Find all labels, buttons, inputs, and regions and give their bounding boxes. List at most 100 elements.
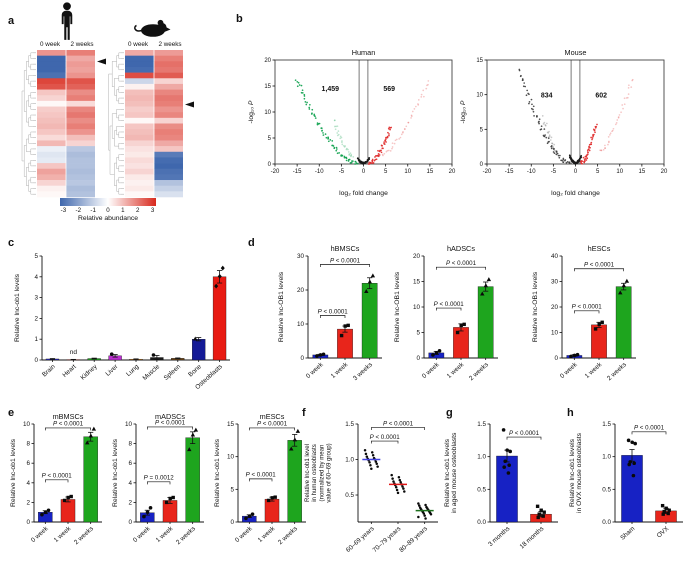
- svg-text:20: 20: [449, 169, 456, 175]
- svg-text:0: 0: [362, 169, 366, 175]
- colorbar-tick: -3: [60, 207, 67, 214]
- svg-text:P < 0.0001: P < 0.0001: [434, 301, 465, 308]
- svg-text:P < 0.0001: P < 0.0001: [446, 260, 477, 267]
- svg-text:Relative lnc-ob1 levels: Relative lnc-ob1 levels: [112, 438, 119, 507]
- svg-text:15: 15: [264, 84, 271, 90]
- svg-text:10: 10: [404, 169, 411, 175]
- svg-text:3 weeks: 3 weeks: [352, 361, 374, 382]
- dendrogram-mouse: [108, 52, 124, 195]
- svg-text:1 week: 1 week: [584, 361, 604, 380]
- svg-text:0: 0: [34, 357, 38, 364]
- c-tissues-svg: 0 1 2 3 4 5 Relative lnc-ob1 levels Brain Heart K…: [14, 253, 230, 391]
- svg-text:5: 5: [34, 253, 38, 260]
- svg-text:P = 0.0012: P = 0.0012: [144, 475, 175, 482]
- svg-text:15: 15: [639, 169, 646, 175]
- tissue-bar-chart: 0 1 2 3 4 5 Relative lnc-ob1 levels Brain Heart K…: [12, 244, 240, 410]
- svg-text:10: 10: [297, 321, 305, 328]
- chart-madscs: 0 2 4 6 8 10 Relative lnc-ob1 levels mADSCs 0 we…: [110, 410, 208, 568]
- chart-hbmscs: 0 10 20 30 Relative lnc-OB1 levels hBMSCs 0 we…: [276, 240, 388, 404]
- svg-text:log₂ fold change: log₂ fold change: [339, 190, 388, 197]
- svg-text:2: 2: [26, 499, 30, 506]
- mouse-icon: [134, 19, 171, 37]
- chart-hadscs: 0 5 10 15 20 Relative lnc-OB1 levels hADSCs 0 w…: [392, 240, 504, 404]
- e-mescs-svg: 0 5 10 15 Relative lnc-ob1 levels mESCs 0 week…: [214, 412, 306, 546]
- svg-text:hADSCs: hADSCs: [447, 244, 475, 253]
- svg-text:mESCs: mESCs: [260, 412, 285, 421]
- colorbar-label: Relative abundance: [77, 215, 139, 222]
- heatmap-human-column-labels: 0 week 2 weeks: [34, 41, 98, 48]
- svg-text:P < 0.0001: P < 0.0001: [572, 304, 603, 311]
- svg-text:1.0: 1.0: [477, 454, 486, 461]
- heatmap-human: [37, 50, 95, 198]
- svg-text:80–89 years: 80–89 years: [398, 525, 429, 554]
- svg-text:-5: -5: [339, 169, 345, 175]
- svg-text:-15: -15: [505, 169, 514, 175]
- row-marker-arrow-human: [97, 58, 106, 65]
- panel-d: d 0 10 20 30 Relative lnc-OB1 levels hBMSCs 0 …: [246, 238, 691, 406]
- svg-text:Sham: Sham: [619, 525, 636, 541]
- svg-text:20: 20: [264, 58, 271, 64]
- svg-text:1.0: 1.0: [345, 457, 354, 464]
- svg-text:Relative lnc-OB1 levels: Relative lnc-OB1 levels: [532, 271, 539, 342]
- panel-label-a: a: [8, 15, 15, 27]
- panel-e: e 0 2 4 6 8 10 Relative lnc-ob1 levels mBMSCs 0 …: [8, 408, 306, 568]
- svg-text:Human: Human: [352, 48, 376, 57]
- svg-text:20: 20: [551, 304, 559, 311]
- d-hbmscs-svg: 0 10 20 30 Relative lnc-OB1 levels hBMSCs 0 we…: [278, 244, 382, 382]
- hm-mouse-svg: [125, 50, 183, 198]
- svg-text:P < 0.0001: P < 0.0001: [42, 473, 73, 480]
- svg-text:4: 4: [26, 480, 30, 487]
- colorbar-tick: -1: [90, 207, 96, 214]
- colorbar-tick: 2: [136, 207, 140, 214]
- d-hadscs-svg: 0 5 10 15 20 Relative lnc-OB1 levels hADSCs 0 w…: [394, 244, 498, 382]
- svg-text:-10: -10: [527, 169, 536, 175]
- svg-text:15: 15: [227, 421, 235, 428]
- svg-text:2 weeks: 2 weeks: [73, 525, 95, 546]
- svg-text:Relative lnc-ob1 levels: Relative lnc-ob1 levels: [14, 273, 21, 342]
- svg-text:P < 0.0001: P < 0.0001: [53, 421, 84, 428]
- panel-f: f 0.5 1.0 1.5 Relative lnc-ob1 level in huma…: [300, 408, 446, 568]
- svg-text:15: 15: [413, 279, 421, 286]
- svg-text:20: 20: [297, 287, 305, 294]
- panel-label-h: h: [567, 407, 574, 419]
- svg-text:mBMSCs: mBMSCs: [53, 412, 84, 421]
- svg-text:1.5: 1.5: [477, 421, 486, 428]
- svg-text:30: 30: [551, 279, 559, 286]
- vol-human-svg: -20 -15 -10 -5 0 5 10 15 20 0 5 10 15 20 1,459 569 Human…: [248, 48, 456, 197]
- svg-text:Relative lnc-OB1 levels: Relative lnc-OB1 levels: [394, 271, 401, 342]
- ovx-mouse-chart: 0.0 0.5 1.0 1.5 Relative lnc-ob1 levels in OV…: [567, 410, 689, 568]
- svg-text:0: 0: [300, 355, 304, 362]
- volcano-mouse: -20 -15 -10 -5 0 5 10 15 20 0 5 10 15 834 602 Mouse log₂…: [455, 40, 670, 198]
- svg-text:Brain: Brain: [41, 363, 57, 378]
- svg-text:Spleen: Spleen: [163, 363, 183, 382]
- colorbar: -3 -2 -1 0 1 2 3 Relative abundance: [56, 198, 160, 222]
- svg-text:10: 10: [476, 93, 483, 99]
- svg-text:1.5: 1.5: [602, 421, 611, 428]
- svg-text:0.0: 0.0: [602, 519, 611, 526]
- svg-text:in OVX mouse osteoblasts: in OVX mouse osteoblasts: [576, 432, 583, 513]
- panel-label-g: g: [446, 407, 453, 419]
- colorbar-tick: 1: [121, 207, 125, 214]
- colorbar-tick: 0: [106, 207, 110, 214]
- svg-text:Relative lnc-ob1 level: Relative lnc-ob1 level: [304, 444, 311, 502]
- svg-text:P < 0.0001: P < 0.0001: [383, 420, 414, 427]
- svg-text:Muscle: Muscle: [141, 363, 161, 382]
- svg-text:40: 40: [551, 253, 559, 260]
- svg-text:15: 15: [476, 58, 483, 64]
- svg-text:10: 10: [23, 421, 31, 428]
- svg-text:20: 20: [661, 169, 668, 175]
- panel-a: a 0 week 2 weeks 0 week 2 weeks: [8, 2, 236, 234]
- dendrogram-human: [21, 52, 36, 195]
- svg-text:10: 10: [264, 110, 271, 116]
- svg-text:-20: -20: [271, 169, 280, 175]
- svg-text:2 weeks: 2 weeks: [468, 361, 490, 382]
- column-label: 0 week: [128, 41, 148, 48]
- svg-text:Bone: Bone: [187, 363, 203, 378]
- svg-text:1.0: 1.0: [602, 454, 611, 461]
- svg-text:-log₁₀ P: -log₁₀ P: [460, 100, 467, 123]
- column-label: 2 weeks: [70, 41, 94, 48]
- svg-text:10: 10: [616, 169, 623, 175]
- f-age-svg: 0.5 1.0 1.5 Relative lnc-ob1 level in human …: [304, 420, 438, 554]
- svg-text:Relative lnc-ob1 levels: Relative lnc-ob1 levels: [214, 438, 221, 507]
